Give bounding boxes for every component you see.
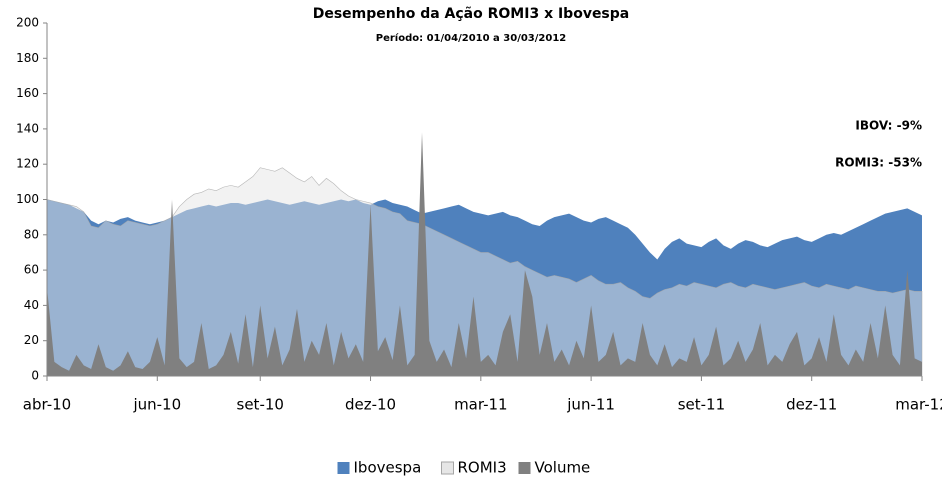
y-tick-label: 60: [24, 263, 39, 277]
y-tick-label: 0: [31, 369, 39, 383]
x-tick-label: jun-10: [132, 396, 181, 414]
annotation: ROMI3: -53%: [835, 156, 922, 170]
x-tick-label: dez-11: [786, 396, 837, 414]
x-tick-label: set-10: [237, 396, 284, 414]
area-2: [47, 132, 922, 376]
chart-subtitle: Período: 01/04/2010 a 30/03/2012: [376, 32, 567, 44]
x-tick-label: dez-10: [345, 396, 396, 414]
chart-title: Desempenho da Ação ROMI3 x Ibovespa: [313, 6, 630, 22]
legend-label: ROMI3: [458, 459, 507, 477]
x-tick-label: mar-12: [895, 396, 942, 414]
y-tick-label: 140: [16, 121, 39, 135]
area-1: [46, 167, 923, 377]
annotation: IBOV: -9%: [855, 119, 922, 133]
legend-swatch: [337, 462, 350, 474]
x-tick-label: abr-10: [23, 396, 71, 414]
y-tick-label: 180: [16, 51, 39, 65]
y-tick-label: 120: [16, 157, 39, 171]
y-tick-label: 20: [24, 333, 39, 347]
legend-label: Ibovespa: [354, 459, 422, 477]
x-tick-label: set-11: [678, 396, 725, 414]
y-tick-label: 200: [16, 16, 39, 30]
x-tick-label: jun-11: [566, 396, 615, 414]
y-tick-label: 160: [16, 86, 39, 100]
legend-swatch: [518, 462, 531, 474]
legend-swatch: [441, 461, 454, 475]
legend-item: Ibovespa: [337, 459, 422, 477]
legend-label: Volume: [535, 459, 591, 477]
x-tick-label: mar-11: [454, 396, 508, 414]
y-tick-label: 100: [16, 192, 39, 206]
y-tick-label: 40: [24, 298, 39, 312]
legend-item: ROMI3: [441, 459, 507, 477]
y-tick-label: 80: [24, 227, 39, 241]
legend-item: Volume: [518, 459, 591, 477]
